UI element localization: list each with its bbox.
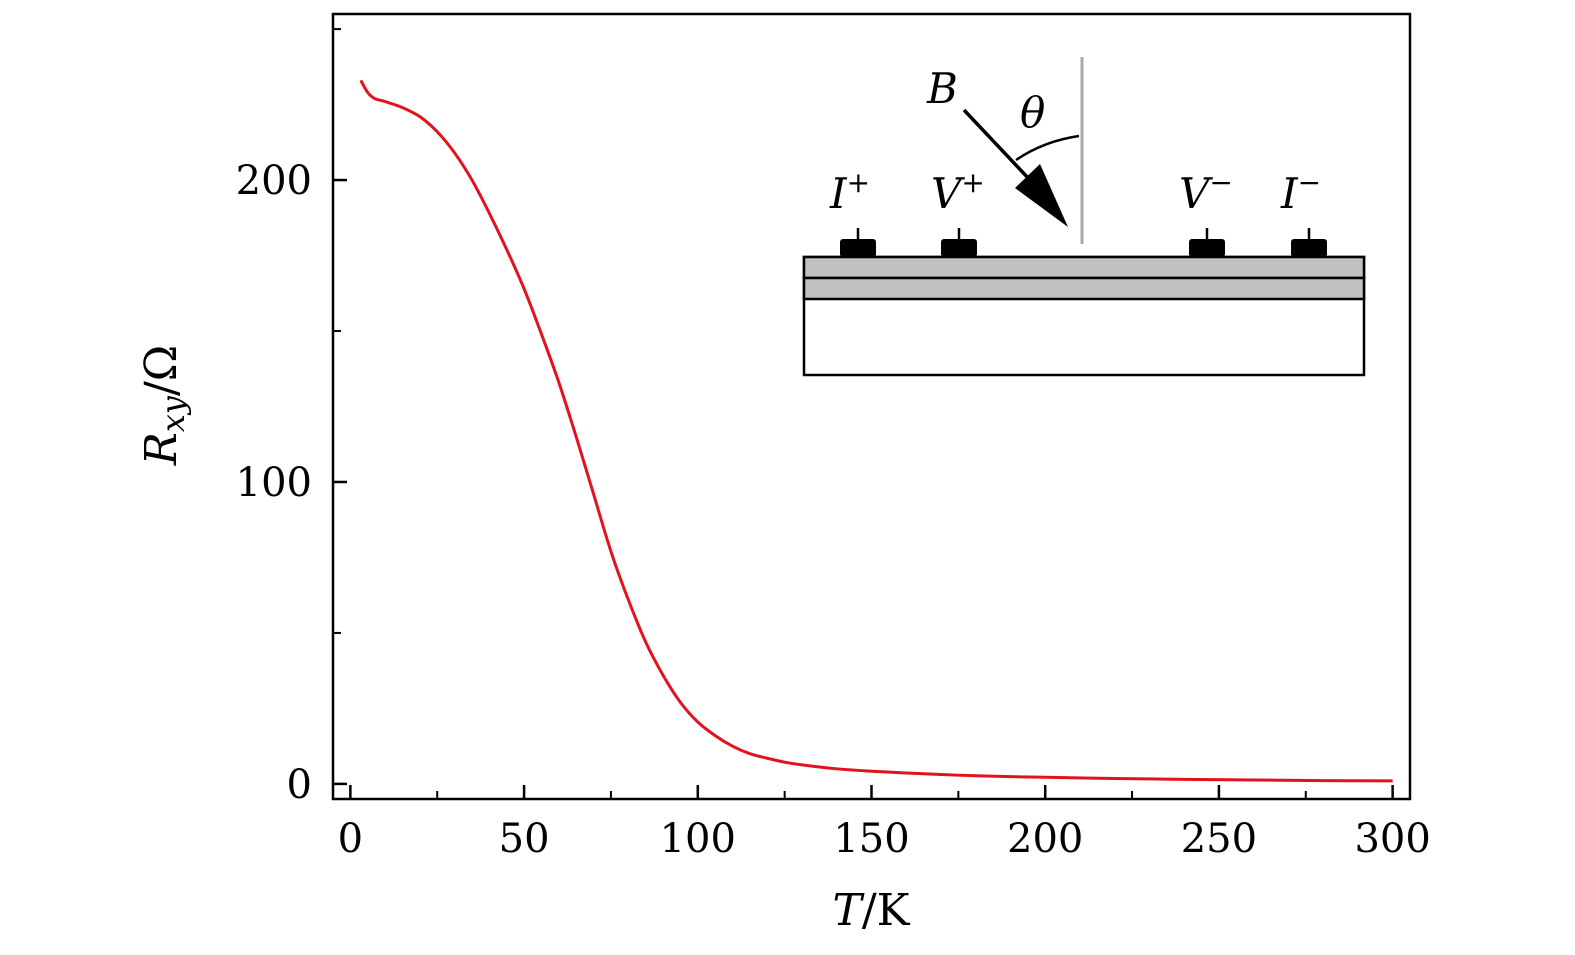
contact-label: I− xyxy=(1280,166,1321,218)
x-axis-title-unit: K xyxy=(877,885,911,936)
film-layer-bottom xyxy=(802,276,1366,301)
plot-frame xyxy=(331,12,1412,801)
contact-label: I+ xyxy=(829,166,870,218)
data-series-line xyxy=(359,79,1393,783)
x-axis-title-var: T xyxy=(832,885,865,936)
y-axis-title-sub: xy xyxy=(154,395,192,432)
inset-diagram: I+ V+ V− I− B θ xyxy=(802,57,1366,377)
x-tick-label: 300 xyxy=(1354,816,1430,862)
svg-text:T/K: T/K xyxy=(832,885,910,936)
x-tick-label: 0 xyxy=(338,816,363,862)
x-tick-label: 250 xyxy=(1181,816,1257,862)
angle-arc xyxy=(1015,134,1080,162)
y-axis-title-var: R xyxy=(136,432,187,466)
y-tick-label: 100 xyxy=(236,460,312,506)
field-arrow-shaft xyxy=(962,108,1032,182)
contact-pad xyxy=(1189,239,1225,257)
y-axis: 0 100 200 xyxy=(236,28,347,808)
x-tick-label: 150 xyxy=(833,816,909,862)
svg-text:Rxy/Ω: Rxy/Ω xyxy=(136,345,192,467)
y-tick-label: 0 xyxy=(287,762,312,808)
y-tick-label: 200 xyxy=(236,158,312,204)
x-axis-title: T/K xyxy=(832,885,910,936)
x-tick-label: 200 xyxy=(1007,816,1083,862)
x-tick-label: 50 xyxy=(499,816,550,862)
contact-pad xyxy=(840,239,876,257)
plot-marks xyxy=(359,79,1393,783)
field-arrow-head xyxy=(1015,164,1068,227)
field-label: B xyxy=(926,64,958,113)
contact-label: V+ xyxy=(931,166,985,218)
x-axis: 0 50 100 150 200 250 300 xyxy=(338,785,1431,862)
x-tick-label: 100 xyxy=(660,816,736,862)
contact-pad xyxy=(941,239,977,257)
angle-label: θ xyxy=(1020,88,1045,137)
contact-label: V− xyxy=(1179,166,1233,218)
y-axis-title-unit: Ω xyxy=(136,345,187,381)
y-axis-title: Rxy/Ω xyxy=(136,345,192,467)
contact-pad xyxy=(1291,239,1327,257)
film-layer-top xyxy=(802,255,1366,280)
